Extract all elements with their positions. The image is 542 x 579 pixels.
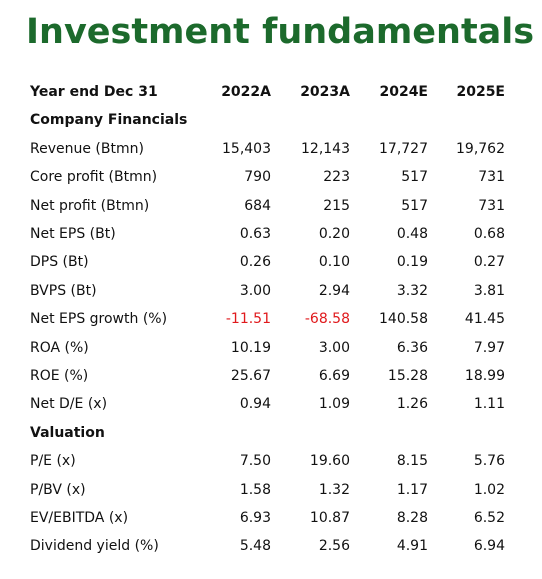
value-cell: 517	[401, 169, 428, 186]
value-cell: 4.91	[396, 538, 428, 555]
value-cell: 1.26	[396, 396, 428, 413]
value-cell: 5.48	[239, 538, 271, 555]
value-cell: 731	[478, 197, 505, 214]
row-label: Revenue (Btmn)	[30, 140, 144, 157]
value-cell: 10.19	[230, 339, 271, 356]
row-label: Net EPS (Bt)	[30, 226, 116, 242]
row-label: Net D/E (x)	[30, 396, 108, 413]
value-cell: 25.67	[230, 368, 271, 384]
row-label: ROA (%)	[30, 339, 89, 356]
value-cell: 790	[244, 169, 271, 186]
value-cell: 0.27	[473, 254, 505, 271]
value-cell: 7.50	[239, 453, 271, 470]
value-cell: 5.76	[473, 453, 505, 470]
value-cell: 10.87	[309, 510, 350, 526]
header-year: 2022A	[221, 84, 271, 100]
header-year: 2025E	[456, 84, 505, 100]
row-label: Dividend yield (%)	[30, 538, 159, 555]
title: Investment fundamentals	[26, 12, 535, 52]
value-cell: 8.28	[396, 510, 428, 526]
value-cell: 2.56	[318, 538, 350, 555]
row-label: P/BV (x)	[30, 481, 86, 498]
row-label: Net EPS growth (%)	[30, 311, 168, 328]
value-cell: 17,727	[379, 140, 428, 157]
value-cell: 731	[478, 169, 505, 186]
value-cell: 140.58	[379, 311, 428, 328]
value-cell: 0.68	[473, 226, 505, 242]
value-cell: 0.63	[239, 226, 271, 242]
header-year: 2024E	[379, 84, 428, 100]
header-year: 2023A	[300, 84, 350, 100]
row-label: DPS (Bt)	[30, 254, 89, 271]
value-cell: 0.19	[396, 254, 428, 271]
section-title: Valuation	[30, 424, 105, 441]
value-cell: 3.00	[318, 339, 350, 356]
value-cell: 517	[401, 197, 428, 214]
value-cell: 18.99	[464, 368, 505, 384]
value-cell: 1.09	[318, 396, 350, 413]
value-cell: 6.93	[239, 510, 271, 526]
value-cell: 8.15	[396, 453, 428, 470]
value-cell: 0.48	[396, 226, 428, 242]
row-label: P/E (x)	[30, 453, 76, 470]
value-cell: -11.51	[225, 311, 271, 328]
value-cell: 19.60	[309, 453, 350, 470]
row-label: Core profit (Btmn)	[30, 169, 158, 186]
value-cell: 0.94	[239, 396, 271, 413]
value-cell: 41.45	[464, 311, 505, 328]
value-cell: 1.32	[318, 481, 350, 498]
value-cell: 223	[323, 169, 350, 186]
value-cell: -68.58	[304, 311, 350, 328]
value-cell: 1.02	[473, 481, 505, 498]
row-label: ROE (%)	[30, 368, 89, 384]
row-label: Net profit (Btmn)	[30, 197, 150, 214]
value-cell: 6.94	[473, 538, 505, 555]
value-cell: 6.52	[473, 510, 505, 526]
value-cell: 3.00	[239, 282, 271, 299]
value-cell: 15.28	[387, 368, 428, 384]
value-cell: 6.69	[318, 368, 350, 384]
value-cell: 15,403	[222, 140, 271, 157]
value-cell: 215	[323, 197, 350, 214]
row-label: EV/EBITDA (x)	[30, 510, 129, 526]
value-cell: 7.97	[473, 339, 505, 356]
value-cell: 684	[244, 197, 271, 214]
value-cell: 1.17	[396, 481, 428, 498]
value-cell: 3.32	[396, 282, 428, 299]
value-cell: 0.10	[318, 254, 350, 271]
value-cell: 12,143	[301, 140, 350, 157]
value-cell: 19,762	[456, 140, 505, 157]
value-cell: 0.26	[239, 254, 271, 271]
value-cell: 1.11	[473, 396, 505, 413]
header-label: Year end Dec 31	[30, 84, 158, 100]
value-cell: 1.58	[239, 481, 271, 498]
value-cell: 0.20	[318, 226, 350, 242]
value-cell: 3.81	[473, 282, 505, 299]
row-label: BVPS (Bt)	[30, 282, 97, 299]
section-title: Company Financials	[30, 112, 188, 129]
value-cell: 6.36	[396, 339, 428, 356]
value-cell: 2.94	[318, 282, 350, 299]
